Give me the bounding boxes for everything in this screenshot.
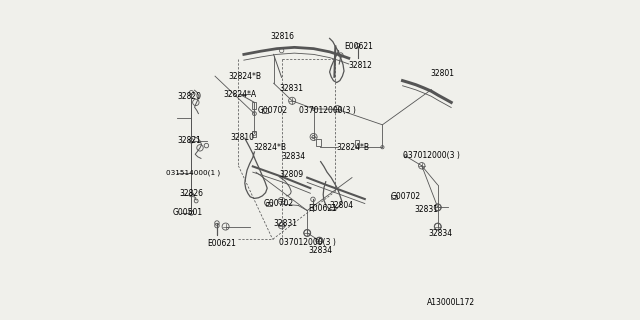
Text: 32834: 32834 bbox=[281, 152, 305, 161]
Text: E00621: E00621 bbox=[344, 42, 373, 51]
Text: 031514000(1 ): 031514000(1 ) bbox=[166, 170, 220, 176]
Text: 32810: 32810 bbox=[230, 133, 255, 142]
Text: 32801: 32801 bbox=[430, 69, 454, 78]
Text: 32824*B: 32824*B bbox=[336, 143, 369, 152]
Text: 32812: 32812 bbox=[349, 61, 372, 70]
Text: A13000L172: A13000L172 bbox=[428, 298, 476, 307]
Text: 32826: 32826 bbox=[179, 189, 204, 198]
Text: 32809: 32809 bbox=[279, 170, 303, 179]
Text: 32820: 32820 bbox=[178, 92, 202, 100]
Text: 037012000(3 ): 037012000(3 ) bbox=[279, 238, 336, 247]
Bar bbox=[355, 140, 359, 147]
Text: 32824*B: 32824*B bbox=[229, 72, 262, 81]
Bar bbox=[316, 139, 321, 146]
Bar bbox=[252, 131, 256, 137]
Text: 32821: 32821 bbox=[178, 136, 202, 145]
Text: 32834: 32834 bbox=[428, 229, 452, 238]
Text: 037012000(3 ): 037012000(3 ) bbox=[300, 106, 356, 115]
Text: 32824*B: 32824*B bbox=[253, 143, 287, 152]
Text: 32831: 32831 bbox=[274, 220, 298, 228]
Text: 32831: 32831 bbox=[415, 205, 438, 214]
Text: 32824*A: 32824*A bbox=[223, 90, 257, 99]
Text: G00702: G00702 bbox=[258, 106, 288, 115]
Bar bbox=[252, 102, 256, 109]
Text: 32816: 32816 bbox=[270, 32, 294, 41]
Text: 037012000(3 ): 037012000(3 ) bbox=[403, 151, 460, 160]
Text: 32834: 32834 bbox=[308, 246, 332, 255]
Text: G00702: G00702 bbox=[390, 192, 420, 201]
Text: 32804: 32804 bbox=[329, 201, 353, 210]
Text: G00501: G00501 bbox=[173, 208, 203, 217]
Text: E00621: E00621 bbox=[207, 239, 236, 248]
Text: E00621: E00621 bbox=[308, 204, 337, 212]
Text: 32831: 32831 bbox=[279, 84, 303, 92]
Text: G00702: G00702 bbox=[264, 199, 294, 208]
